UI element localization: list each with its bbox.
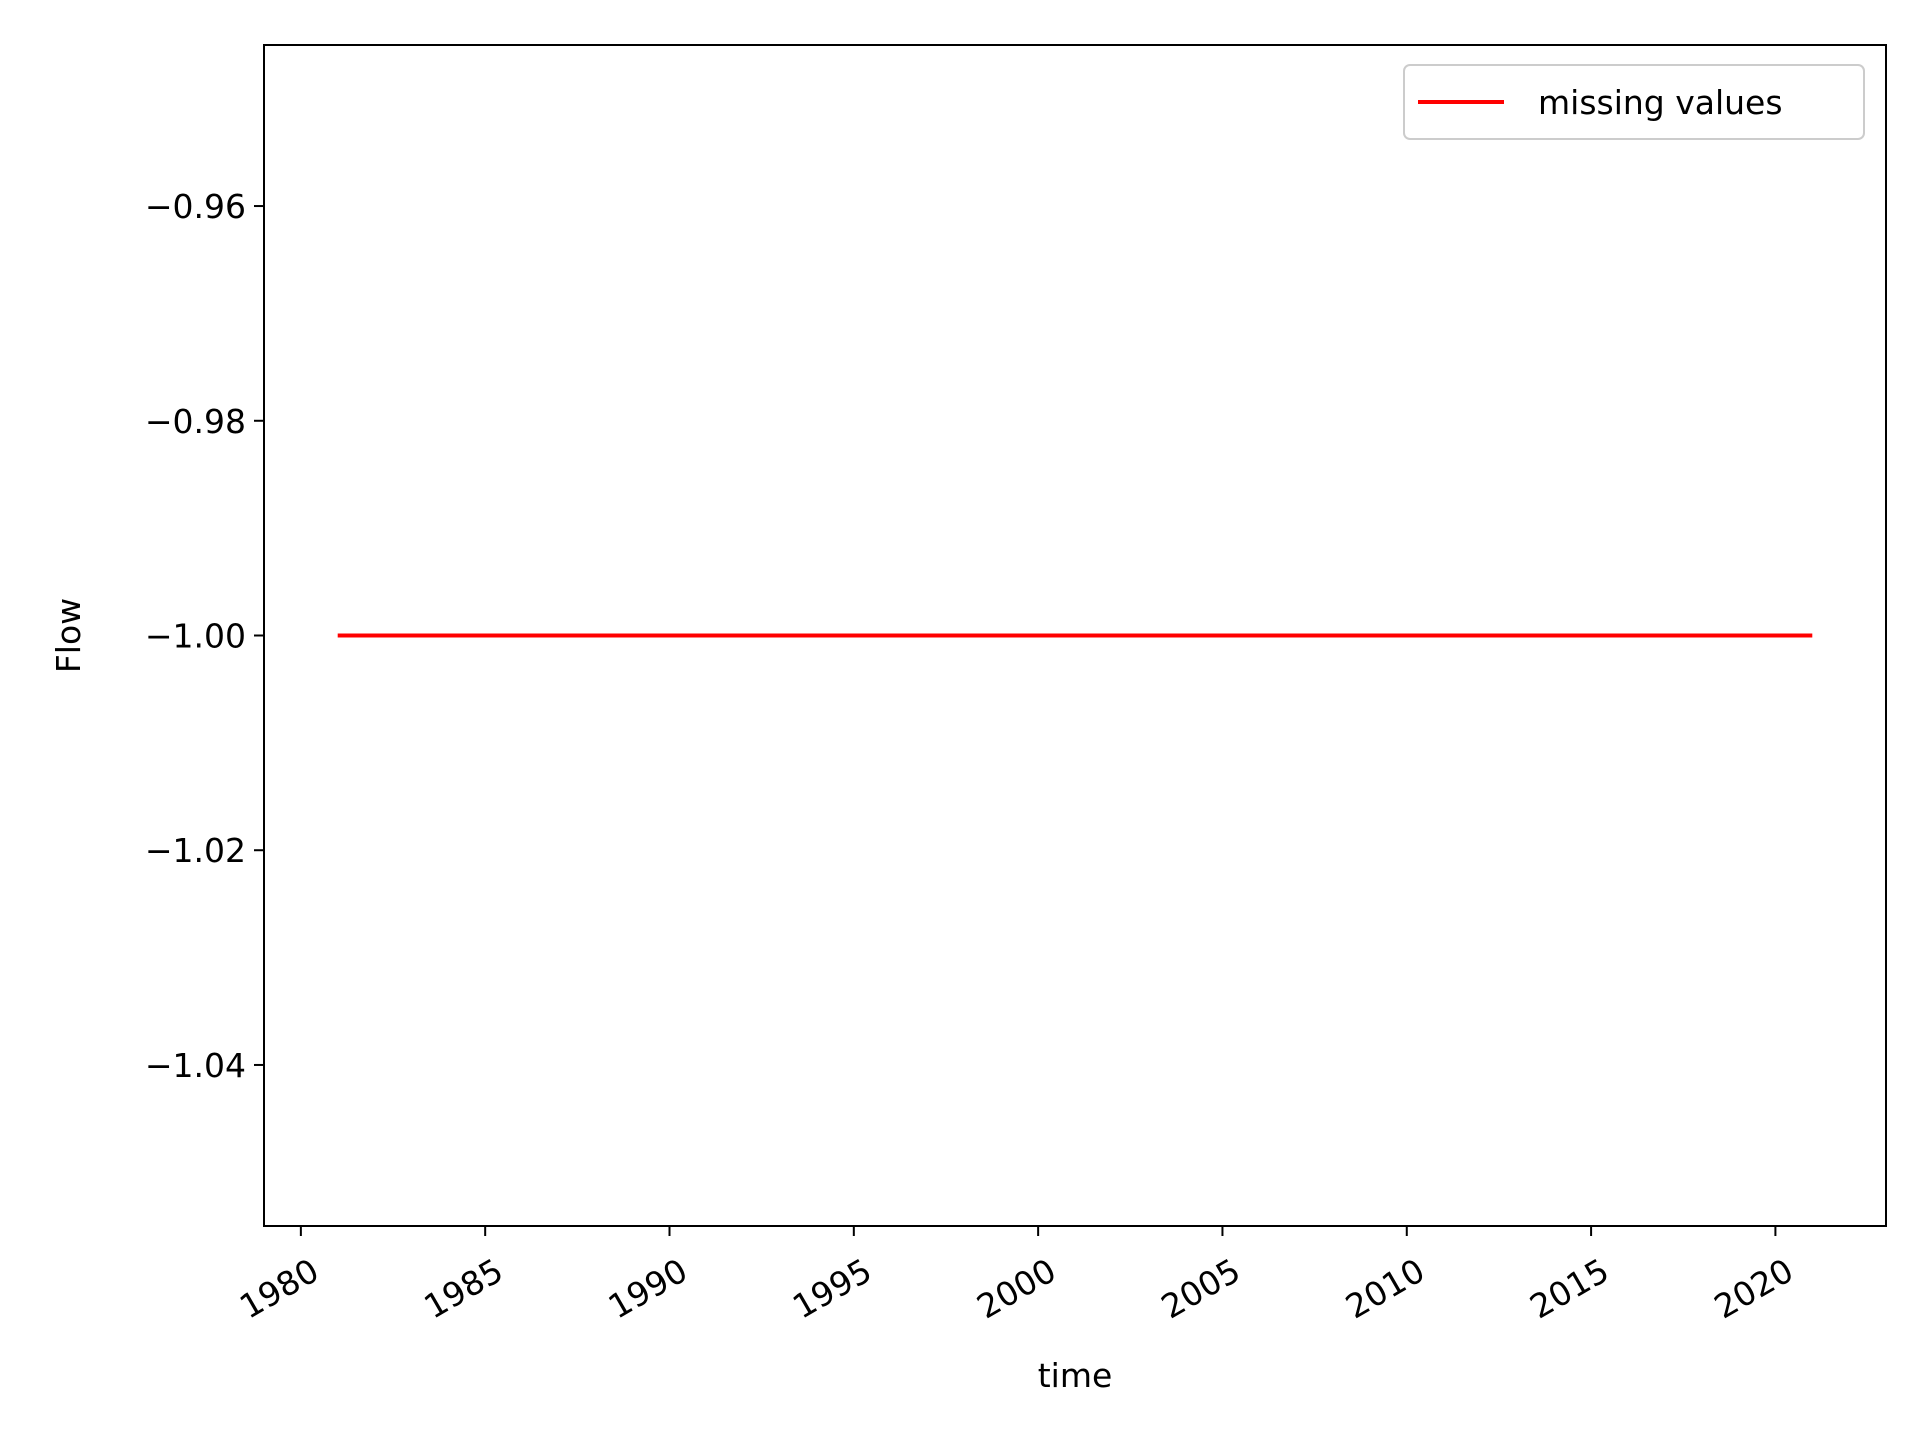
y-tick-label: −1.02 (145, 831, 246, 870)
legend: missing values (1403, 64, 1865, 140)
y-tick-label: −1.00 (145, 617, 246, 656)
y-tick-label: −0.96 (145, 187, 246, 226)
legend-label: missing values (1538, 83, 1783, 122)
y-axis: −0.96 −0.98 −1.00 −1.02 −1.04 (145, 187, 264, 1085)
x-axis-title: time (1038, 1356, 1113, 1395)
y-tick-label: −1.04 (145, 1046, 246, 1085)
y-axis-title: Flow (49, 598, 88, 673)
legend-box (1403, 64, 1865, 140)
y-tick-label: −0.98 (145, 402, 246, 441)
